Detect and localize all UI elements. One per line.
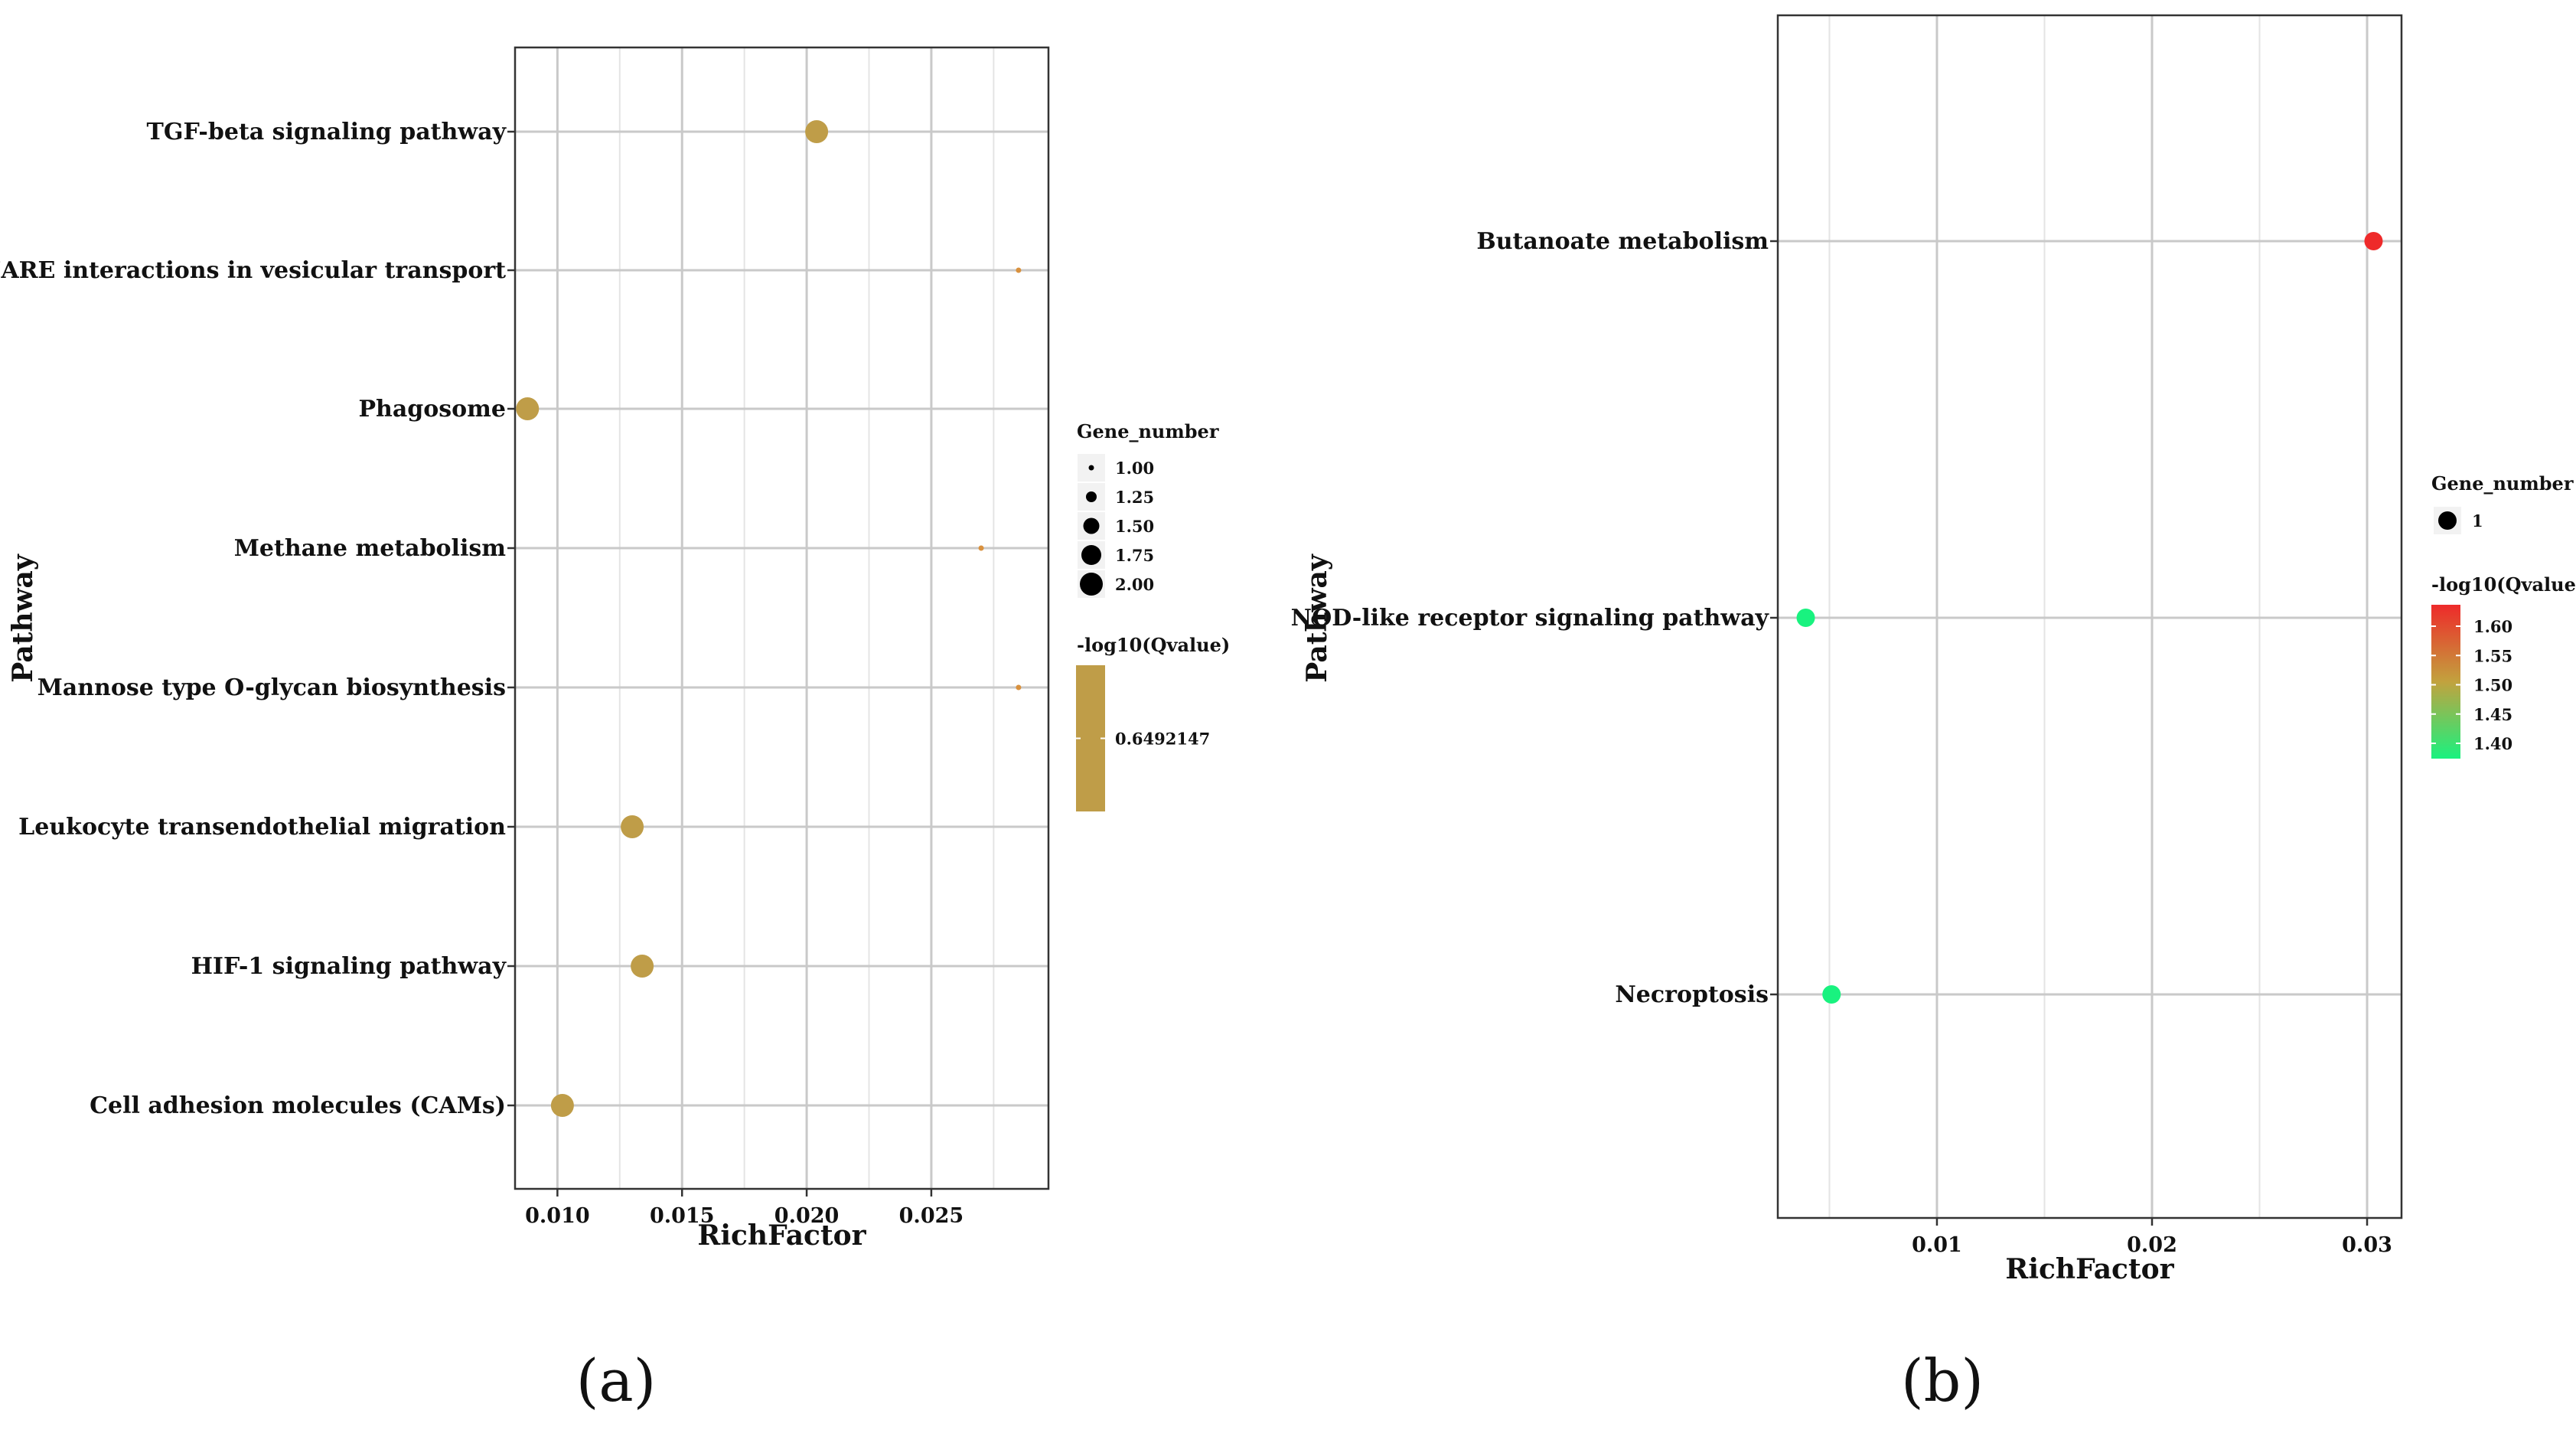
size-legend-key (1081, 545, 1101, 565)
color-legend-bar (1076, 665, 1105, 811)
y-tick-label-methane-metabolism: Methane metabolism (234, 535, 507, 562)
panel-label: (a) (576, 1347, 657, 1415)
size-legend-key (1086, 491, 1097, 502)
color-legend-label: 1.45 (2473, 705, 2512, 724)
color-legend-label: 1.50 (2473, 676, 2512, 695)
color-legend-title: -log10(Qvalue) (1077, 634, 1230, 656)
color-legend-bar (2431, 605, 2460, 759)
data-point-tgf-beta-signaling-pathway (805, 120, 829, 143)
legend: Gene_number 1.00 1.25 1.50 1.75 2.00 -log10(Qv… (1076, 420, 1230, 811)
data-point-hif-1-signaling-pathway (631, 955, 654, 978)
data-point-methane-metabolism (978, 545, 984, 551)
size-legend-title: Gene_number (2431, 472, 2574, 495)
color-legend-label: 1.55 (2473, 646, 2512, 665)
size-legend-key (2438, 511, 2457, 530)
color-legend-label: 1.40 (2473, 734, 2512, 753)
color-legend-label: 1.60 (2473, 617, 2512, 636)
data-point-nod-like-receptor-signaling-pathway (1796, 609, 1815, 627)
panel-b: Butanoate metabolism NOD-like receptor si… (1291, 14, 2576, 1415)
color-legend-label: 0.6492147 (1115, 730, 1210, 749)
panel-label: (b) (1901, 1347, 1984, 1415)
data-point-leukocyte-transendothelial-migration (621, 815, 644, 838)
plot-background (515, 47, 1048, 1189)
y-tick-label-leukocyte-transendothelial-migration: Leukocyte transendothelial migration (18, 814, 506, 841)
size-legend-key (1088, 465, 1094, 471)
plot-border (1776, 14, 2403, 1219)
size-legend-label: 1.50 (1115, 517, 1154, 536)
y-tick-label-snare-interactions-in-vesicular-transport: SNARE interactions in vesicular transpor… (0, 257, 506, 284)
size-legend-title: Gene_number (1077, 420, 1219, 442)
y-tick-label-cell-adhesion-molecules-cams: Cell adhesion molecules (CAMs) (90, 1092, 506, 1119)
size-legend-label: 1.75 (1115, 546, 1154, 565)
data-point-cell-adhesion-molecules-cams (550, 1094, 574, 1117)
x-tick-label: 0.020 (774, 1204, 840, 1228)
x-tick-label: 0.010 (525, 1204, 590, 1228)
panel-a: TGF-beta signaling pathway SNARE interact… (0, 46, 1230, 1415)
y-tick-label-nod-like-receptor-signaling-pathway: NOD-like receptor signaling pathway (1291, 605, 1770, 632)
color-legend-title: -log10(Qvalue) (2431, 573, 2576, 596)
y-tick-label-mannose-type-o-glycan-biosynthesis: Mannose type O-glycan biosynthesis (37, 674, 506, 701)
x-tick-label: 0.015 (650, 1204, 715, 1228)
x-tick-label: 0.025 (899, 1204, 964, 1228)
size-legend-key (1080, 573, 1103, 596)
x-tick-label: 0.03 (2342, 1233, 2392, 1257)
x-axis-title: RichFactor (2005, 1253, 2174, 1285)
y-axis-title: Pathway (7, 553, 39, 683)
y-tick-label-hif-1-signaling-pathway: HIF-1 signaling pathway (191, 953, 507, 980)
y-axis-title: Pathway (1301, 553, 1333, 683)
legend: Gene_number 1 -log10(Qvalue) 1.60 1.55 1.50 1.… (2431, 472, 2576, 759)
y-tick-label-tgf-beta-signaling-pathway: TGF-beta signaling pathway (147, 119, 507, 145)
y-tick-label-phagosome: Phagosome (358, 396, 506, 423)
y-tick-label-necroptosis: Necroptosis (1615, 981, 1769, 1008)
y-tick-label-butanoate-metabolism: Butanoate metabolism (1476, 228, 1769, 255)
size-legend-label: 1 (2472, 511, 2483, 531)
size-legend-label: 2.00 (1115, 575, 1154, 594)
x-axis-title: RichFactor (697, 1219, 866, 1252)
data-point-mannose-type-o-glycan-biosynthesis (1016, 684, 1022, 691)
plot-border (514, 46, 1050, 1190)
size-legend-key (1083, 517, 1100, 534)
data-point-phagosome (516, 397, 540, 420)
data-point-necroptosis (1822, 985, 1841, 1004)
x-tick-label: 0.02 (2127, 1233, 2177, 1257)
size-legend-label: 1.00 (1115, 459, 1154, 478)
size-legend-label: 1.25 (1115, 488, 1154, 507)
data-point-snare-interactions-in-vesicular-transport (1016, 267, 1022, 273)
data-point-butanoate-metabolism (2364, 232, 2383, 250)
x-tick-label: 0.01 (1912, 1233, 1962, 1257)
